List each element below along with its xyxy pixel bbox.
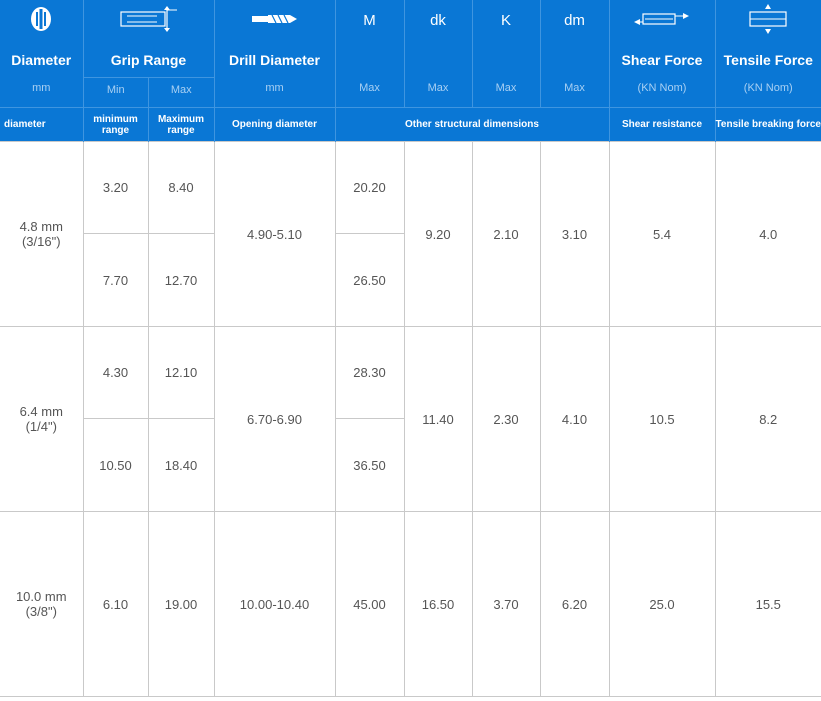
header-dm-letter: dm [564,12,585,29]
shear-arrows-icon [634,13,689,25]
grip-max-cell: 19.00 [147,511,215,697]
diameter-mm: 10.0 mm [15,589,67,604]
header-grip-range: Grip Range Min Max [82,0,214,108]
header-m-unit: Max [359,82,380,94]
grip-max-cell: 18.40 [147,418,215,512]
header-tensile-unit: (KN Nom) [743,82,793,94]
header-m: M Max [334,0,404,108]
header-k: K Max [471,0,540,108]
shear-cell: 5.4 [608,141,716,327]
dk-cell: 9.20 [403,141,473,327]
subheader-diameter: diameter [0,107,83,142]
table-row: 7.70 12.70 26.50 [0,233,821,327]
m-cell: 45.00 [334,511,405,697]
grip-min-cell: 4.30 [82,326,149,419]
header-diameter: Diameter mm [0,0,83,108]
subheader-min-range: minimum range [82,107,148,142]
header-drill-unit: mm [265,82,284,94]
k-cell: 2.30 [471,326,541,512]
table-row: 4.8 mm (3/16") 3.20 8.40 4.90-5.10 20.20… [0,141,821,327]
subheader-opening: Opening diameter [213,107,335,142]
grip-max-cell: 12.70 [147,233,215,327]
header-m-letter: M [363,12,376,29]
k-cell: 3.70 [471,511,541,697]
grip-max-cell: 8.40 [147,141,215,234]
rivet-head-icon [31,7,52,31]
header-diameter-title: Diameter [11,52,72,68]
shear-cell: 25.0 [608,511,716,697]
header-dk-letter: dk [430,12,446,29]
k-cell: 2.10 [471,141,541,327]
table-row: 6.4 mm (1/4") 4.30 12.10 6.70-6.90 28.30… [0,326,821,512]
header-diameter-unit: mm [32,82,51,94]
subheader-max-range: Maximum range [147,107,214,142]
diameter-inch: (1/4") [25,419,57,434]
diameter-cell: 4.8 mm (3/16") [0,141,84,327]
header-row: Diameter mm Grip Range [0,0,821,108]
m-cell: 26.50 [334,233,405,327]
header-grip-max: Max [148,78,214,108]
drill-cell: 6.70-6.90 [213,326,336,512]
grip-range-icon [119,6,177,32]
diameter-cell: 6.4 mm (1/4") [0,326,84,512]
tensile-cell: 4.0 [714,141,821,327]
tensile-cell: 15.5 [714,511,821,697]
dm-cell: 3.10 [539,141,610,327]
m-cell: 20.20 [334,141,405,234]
header-shear-force: Shear Force (KN Nom) [608,0,715,108]
table-row: 10.0 mm (3/8") 6.10 19.00 10.00-10.40 45… [0,511,821,697]
shear-cell: 10.5 [608,326,716,512]
dk-cell: 11.40 [403,326,473,512]
subheader-shear: Shear resistance [608,107,715,142]
diameter-inch: (3/16") [21,234,61,249]
drill-bit-icon [251,14,297,24]
dk-cell: 16.50 [403,511,473,697]
header-dk: dk Max [403,0,472,108]
diameter-cell: 10.0 mm (3/8") [0,511,84,697]
header-shear-unit: (KN Nom) [637,82,687,94]
dm-cell: 4.10 [539,326,610,512]
header-grip-title: Grip Range [110,52,187,68]
m-cell: 36.50 [334,418,405,512]
diameter-inch: (3/8") [25,604,57,619]
grip-max-cell: 12.10 [147,326,215,419]
header-k-unit: Max [495,82,517,94]
subheader-row: diameter minimum range Maximum range Ope… [0,107,821,142]
header-drill-diameter: Drill Diameter mm [213,0,335,108]
tensile-cell: 8.2 [714,326,821,512]
drill-cell: 10.00-10.40 [213,511,336,697]
grip-min-cell: 10.50 [82,418,149,512]
header-dk-unit: Max [427,82,449,94]
subheader-other-dimensions: Other structural dimensions [334,107,609,142]
drill-cell: 4.90-5.10 [213,141,336,327]
header-shear-title: Shear Force [621,52,703,68]
diameter-mm: 6.4 mm [19,404,63,419]
header-tensile-title: Tensile Force [723,52,813,68]
subheader-tensile: Tensile breaking force [714,107,821,142]
header-dm: dm Max [539,0,609,108]
header-grip-min: Min [106,84,125,96]
grip-min-cell: 6.10 [82,511,149,697]
header-tensile-force: Tensile Force (KN Nom) [714,0,821,108]
grip-min-cell: 3.20 [82,141,149,234]
header-dm-unit: Max [564,82,585,94]
header-drill-title: Drill Diameter [228,52,321,68]
header-k-letter: K [500,12,511,29]
grip-min-cell: 7.70 [82,233,149,327]
m-cell: 28.30 [334,326,405,419]
dm-cell: 6.20 [539,511,610,697]
tensile-arrows-icon [749,4,787,34]
table-row: 10.50 18.40 36.50 [0,418,821,512]
diameter-mm: 4.8 mm [19,219,63,234]
